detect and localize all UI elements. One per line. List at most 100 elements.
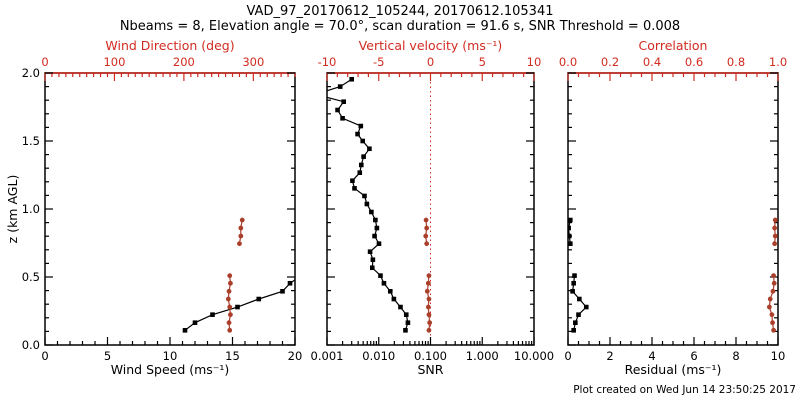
residual-profile-point xyxy=(568,225,571,231)
correlation-profile-point xyxy=(766,304,772,310)
svg-text:2: 2 xyxy=(606,349,613,363)
snr-profile-point xyxy=(373,217,378,223)
snr-profile-series xyxy=(313,76,411,333)
vertical-velocity-point xyxy=(426,296,432,302)
wind-direction-point xyxy=(226,288,232,294)
wind-speed-point xyxy=(210,312,215,317)
correlation-profile-point xyxy=(772,241,778,247)
panel-snr: 0.001 0.010 0.100 1.000 10.000 -10 -5 0 5 10 xyxy=(311,55,555,363)
svg-text:0.4: 0.4 xyxy=(643,55,661,69)
correlation-profile-point xyxy=(771,280,777,286)
plot-title: VAD_97_20170612_105244, 20170612.105341 xyxy=(246,4,554,19)
svg-text:0.100: 0.100 xyxy=(414,349,447,363)
svg-text:0.8: 0.8 xyxy=(727,55,745,69)
snr-profile-point xyxy=(360,138,366,144)
wind-direction-point xyxy=(227,304,233,310)
svg-text:0.6: 0.6 xyxy=(685,55,703,69)
residual-axis-label: Residual (ms⁻¹) xyxy=(624,362,722,377)
wind-speed-series xyxy=(182,279,295,333)
wind-bottom-ticks xyxy=(44,337,296,345)
wind-frame xyxy=(44,72,296,346)
correlation-profile-point xyxy=(772,225,778,231)
residual-profile-point xyxy=(571,280,576,286)
snr-top-ticks xyxy=(326,72,535,81)
svg-text:0: 0 xyxy=(427,55,434,69)
wind-direction-point xyxy=(237,241,242,247)
vertical-velocity-point xyxy=(423,233,429,239)
svg-text:1.0: 1.0 xyxy=(22,202,40,216)
wind-direction-point xyxy=(226,320,232,326)
snr-profile-point xyxy=(367,146,372,152)
snr-profile-point xyxy=(398,304,403,310)
vertical-velocity-point xyxy=(425,280,431,286)
wind-top-tick-labels: 0 100 200 300 xyxy=(41,55,264,69)
wind-direction-point xyxy=(239,217,245,223)
plot-subtitle: Nbeams = 8, Elevation angle = 70.0°, sca… xyxy=(119,19,681,34)
vertical-velocity-point xyxy=(426,312,432,318)
wind-speed-point xyxy=(235,304,240,310)
residual-profile-point xyxy=(568,217,573,223)
correlation-profile-point xyxy=(772,233,778,239)
residual-top-ticks xyxy=(567,72,779,81)
svg-text:10.000: 10.000 xyxy=(514,349,554,363)
residual-frame xyxy=(567,72,779,346)
snr-profile-point xyxy=(376,241,382,246)
svg-text:4: 4 xyxy=(648,349,655,363)
snr-profile-point xyxy=(364,201,370,207)
snr-profile-point xyxy=(358,123,364,129)
wind-top-ticks xyxy=(44,72,296,81)
panel-residual: 0 2 4 6 8 10 0.0 0.2 0.4 0.6 0.8 1.0 xyxy=(559,55,787,363)
snr-profile-point xyxy=(349,76,354,82)
snr-profile-point xyxy=(313,92,318,97)
svg-text:200: 200 xyxy=(173,55,195,69)
plot-created-timestamp: Plot created on Wed Jun 14 23:50:25 2017 xyxy=(573,384,796,396)
svg-text:1.000: 1.000 xyxy=(466,349,499,363)
snr-profile-point xyxy=(381,280,387,286)
snr-profile-point xyxy=(391,296,397,302)
z-axis-label: z (km AGL) xyxy=(5,174,20,244)
wind-speed-point xyxy=(256,296,262,302)
snr-y-ticks xyxy=(327,72,534,346)
wind-speed-point xyxy=(192,320,198,325)
vertical-velocity-series xyxy=(423,217,433,333)
snr-top-tick-labels: -10 -5 0 5 10 xyxy=(318,55,542,69)
svg-text:1.0: 1.0 xyxy=(769,55,787,69)
snr-bottom-tick-labels: 0.001 0.010 0.100 1.000 10.000 xyxy=(311,349,555,363)
snr-profile-point xyxy=(337,84,343,89)
snr-profile-point xyxy=(403,312,409,317)
z-axis-tick-labels: 0.0 0.5 1.0 1.5 2.0 xyxy=(22,66,40,352)
residual-top-tick-labels: 0.0 0.2 0.4 0.6 0.8 1.0 xyxy=(559,55,787,69)
wind-speed-axis-label: Wind Speed (ms⁻¹) xyxy=(110,362,230,377)
svg-text:1.5: 1.5 xyxy=(22,134,40,148)
correlation-profile-series xyxy=(766,217,778,333)
snr-profile-point xyxy=(374,225,380,231)
vertical-velocity-point xyxy=(424,288,430,294)
snr-profile-point xyxy=(369,209,374,215)
snr-profile-point xyxy=(357,170,363,175)
snr-profile-point xyxy=(335,107,340,113)
correlation-profile-point xyxy=(771,273,776,279)
svg-text:300: 300 xyxy=(242,55,264,69)
correlation-profile-point xyxy=(770,288,776,294)
residual-profile-point xyxy=(570,288,575,294)
correlation-axis-label: Correlation xyxy=(638,38,708,53)
wind-direction-point xyxy=(228,312,233,318)
vertical-velocity-point xyxy=(424,241,430,247)
svg-text:10: 10 xyxy=(163,349,178,363)
snr-profile-point xyxy=(403,328,408,333)
wind-bottom-tick-labels: 0 5 10 15 20 xyxy=(41,349,302,363)
svg-text:0: 0 xyxy=(41,55,48,69)
residual-profile-point xyxy=(572,273,577,278)
snr-profile-point xyxy=(369,265,375,271)
wind-direction-point xyxy=(225,296,231,302)
wind-direction-point xyxy=(227,327,233,333)
svg-text:0.010: 0.010 xyxy=(362,349,395,363)
snr-profile-point xyxy=(372,233,377,239)
residual-profile-point xyxy=(568,241,573,246)
snr-profile-point xyxy=(405,320,411,325)
svg-text:0.0: 0.0 xyxy=(559,55,577,69)
wind-speed-point xyxy=(280,288,285,294)
svg-text:10: 10 xyxy=(527,55,542,69)
